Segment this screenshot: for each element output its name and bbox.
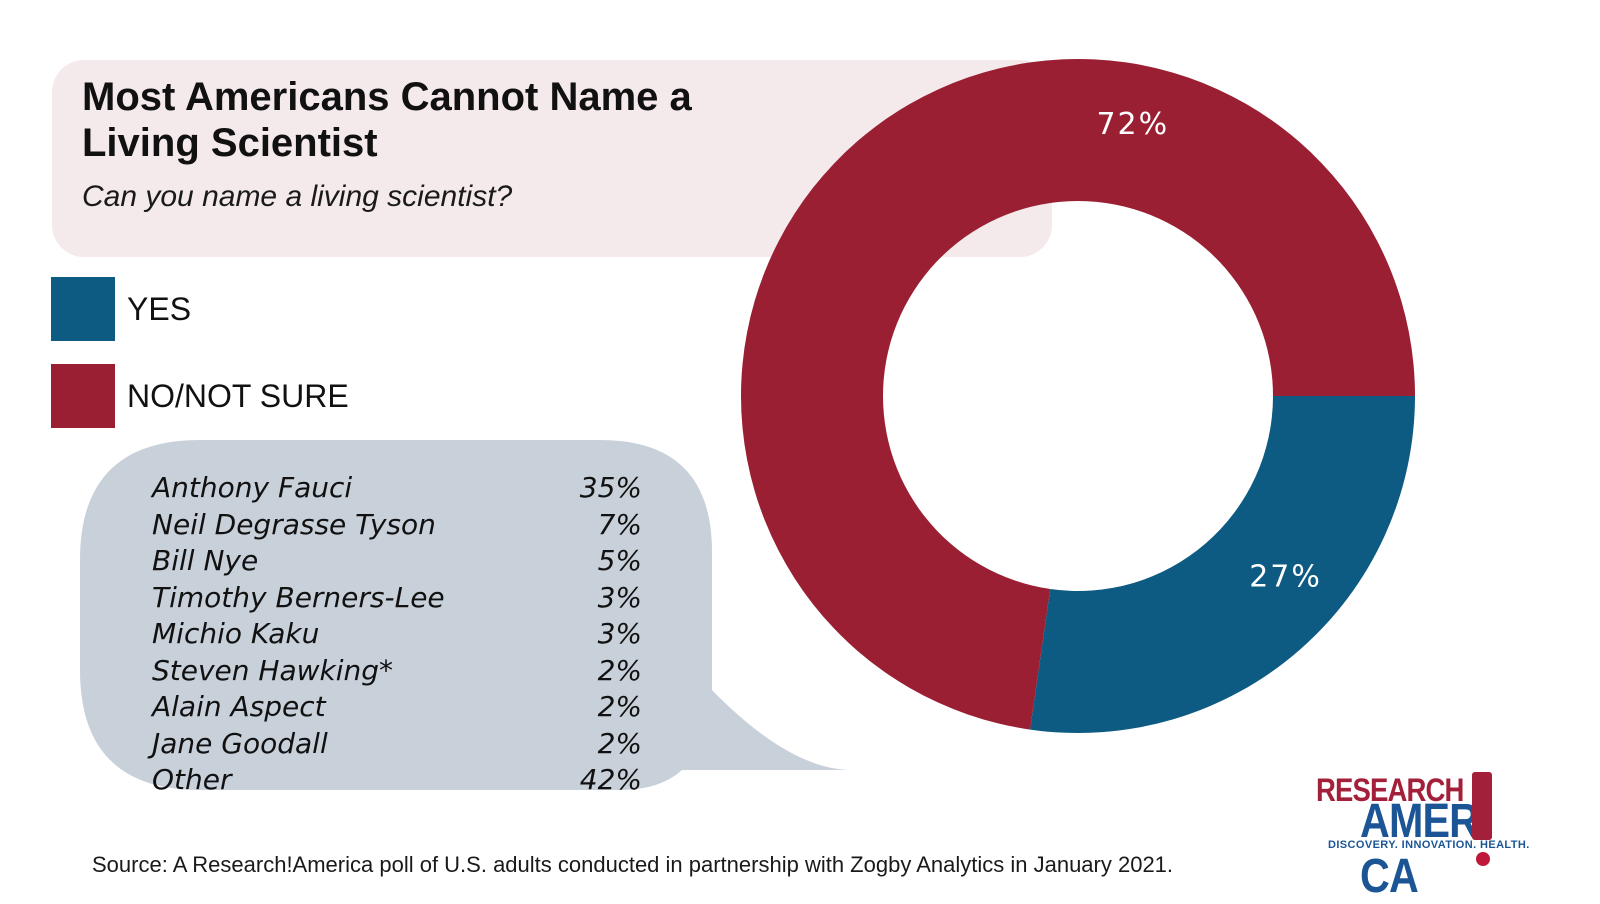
scientist-row: Anthony Fauci 35%: [152, 470, 642, 507]
logo-word-america: AMERCA: [1360, 794, 1546, 904]
scientist-name: Steven Hawking*: [152, 653, 394, 687]
scientist-name: Other: [152, 763, 232, 796]
donut-slice-no-not-sure: [740, 58, 1415, 730]
scientist-row: Timothy Berners-Lee 3%: [152, 580, 642, 617]
legend-swatch-no-not-sure: [51, 364, 115, 428]
scientist-row: Other 42%: [152, 762, 642, 799]
donut-slices: [740, 58, 1415, 733]
chart-subtitle: Can you name a living scientist?: [82, 180, 513, 213]
donut-slice-yes: [1030, 396, 1415, 733]
chart-title: Most Americans Cannot Name a Living Scie…: [82, 75, 692, 165]
scientist-name: Michio Kaku: [152, 617, 320, 650]
legend-label-no-not-sure: NO/NOT SURE: [127, 377, 349, 414]
legend-label-yes: YES: [127, 290, 192, 327]
scientist-name: Neil Degrasse Tyson: [152, 507, 436, 541]
scientist-name: Alain Aspect: [152, 690, 326, 723]
legend-item-no-not-sure: NO/NOT SURE: [51, 364, 349, 428]
scientist-name: Jane Goodall: [152, 726, 328, 760]
scientist-percent: 2%: [597, 726, 642, 760]
logo-word-america-end: CA: [1360, 850, 1419, 903]
scientist-row: Bill Nye 5%: [152, 543, 642, 580]
scientist-name: Anthony Fauci: [152, 471, 353, 504]
speech-bubble: [80, 440, 852, 790]
scientist-row: Alain Aspect 2%: [152, 689, 642, 726]
scientist-percent: 3%: [597, 617, 642, 650]
logo-tagline: DISCOVERY. INNOVATION. HEALTH.: [1328, 839, 1530, 851]
scientist-name: Timothy Berners-Lee: [152, 580, 445, 614]
scientist-percent: 42%: [579, 763, 642, 796]
scientist-row: Michio Kaku 3%: [152, 616, 642, 653]
scientist-percent: 7%: [597, 507, 642, 541]
scientist-list: Anthony Fauci 35% Neil Degrasse Tyson 7% Bil…: [152, 470, 642, 799]
logo-word-research: RESEARCH: [1316, 772, 1464, 808]
research-america-logo: RESEARCH AMERCA DISCOVERY. INNOVATION. H…: [1316, 772, 1576, 903]
source-note: Source: A Research!America poll of U.S. …: [92, 852, 1174, 877]
scientist-row: Neil Degrasse Tyson 7%: [152, 507, 642, 544]
scientist-percent: 5%: [597, 544, 642, 577]
scientist-row: Jane Goodall 2%: [152, 726, 642, 763]
scientist-percent: 2%: [597, 653, 642, 687]
legend-item-yes: YES: [51, 277, 191, 341]
logo-exclamation-dot: [1476, 852, 1490, 866]
scientist-row: Steven Hawking* 2%: [152, 653, 642, 690]
scientist-percent: 35%: [579, 471, 642, 504]
data-label-yes: 27%: [1249, 559, 1322, 594]
legend-swatch-yes: [51, 277, 115, 341]
data-label-no-not-sure: 72%: [1096, 107, 1169, 142]
logo-exclamation-bar: [1472, 772, 1492, 840]
logo-word-america-start: AMER: [1360, 795, 1479, 848]
scientist-percent: 3%: [597, 580, 642, 614]
scientist-percent: 2%: [597, 690, 642, 723]
scientist-name: Bill Nye: [152, 544, 259, 577]
donut-slice-labels: 27% 72%: [1096, 107, 1322, 594]
